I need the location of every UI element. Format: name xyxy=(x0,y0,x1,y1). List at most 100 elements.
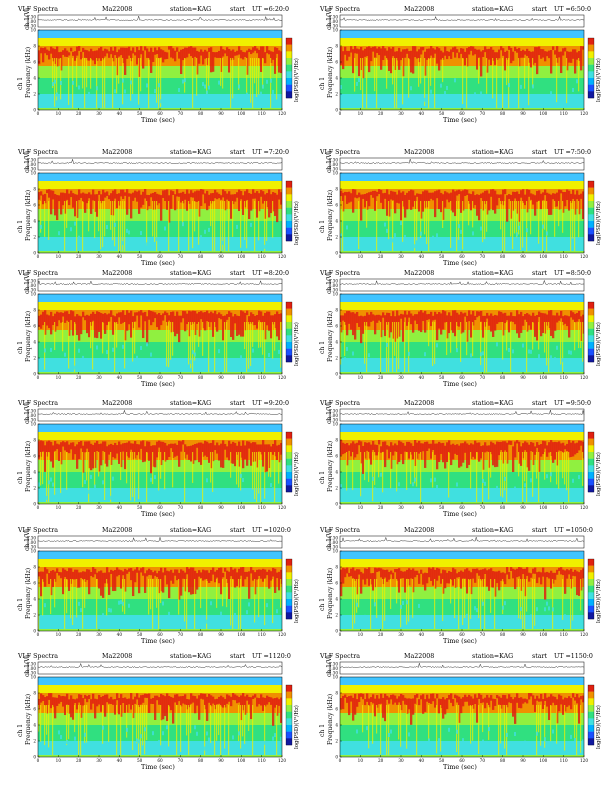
x-tick-label: 90 xyxy=(218,375,224,380)
x-tick-label: 50 xyxy=(137,111,143,116)
colorbar-segment xyxy=(588,559,594,566)
x-tick-label: 90 xyxy=(520,505,526,510)
x-tick-label: 80 xyxy=(500,758,506,763)
title-start: start xyxy=(532,400,548,407)
colorbar-segment xyxy=(588,472,594,479)
trace-tick-label: 0.00 xyxy=(27,162,37,167)
trace-tick-label: 0.30 xyxy=(329,157,339,162)
trace-tick-label: -0.30 xyxy=(327,23,338,28)
title-start: start xyxy=(532,149,548,156)
x-tick-label: 120 xyxy=(278,505,286,510)
colorbar-label: log(PSD)(V²/Hz) xyxy=(294,58,300,102)
freq-axis-channel-label: ch 1 xyxy=(17,220,24,233)
x-tick-label: 70 xyxy=(178,505,184,510)
colorbar-segment xyxy=(588,214,594,222)
title-ut: UT =8:20:0 xyxy=(252,270,290,277)
x-tick-label: 80 xyxy=(500,254,506,259)
colorbar-segment xyxy=(286,322,292,329)
freq-axis-label: Frequency (kHz) xyxy=(25,440,32,492)
y-tick-label: 8 xyxy=(335,186,338,191)
colorbar-segment xyxy=(286,342,292,349)
x-tick-label: 60 xyxy=(459,375,465,380)
title-station: station=KAG xyxy=(170,527,212,534)
time-axis-label: Time (sec) xyxy=(141,380,175,388)
x-tick-label: 90 xyxy=(218,632,224,637)
y-tick-label: 10 xyxy=(31,674,37,679)
trace-tick-label: 0.00 xyxy=(27,413,37,418)
colorbar-frame xyxy=(587,684,595,746)
spectrogram-image xyxy=(340,30,584,110)
trace-axis-label: ch 1(V) xyxy=(326,655,333,677)
colorbar-frame xyxy=(587,431,595,493)
trace-tick-label: 0.00 xyxy=(27,283,37,288)
trace-axis-label: ch 1(V) xyxy=(24,272,31,294)
colorbar-segment xyxy=(588,705,594,712)
y-tick-label: 0 xyxy=(33,107,36,112)
trace-frame xyxy=(37,14,283,28)
trace-frame xyxy=(339,535,585,549)
x-tick-label: 40 xyxy=(117,254,123,259)
colorbar-segment xyxy=(286,348,292,356)
x-tick-label: 120 xyxy=(580,505,588,510)
y-tick-label: 4 xyxy=(335,75,338,80)
colorbar-segment xyxy=(286,221,292,228)
x-tick-label: 10 xyxy=(358,505,364,510)
y-tick-label: 0 xyxy=(33,501,36,506)
title-date: Ma22008 xyxy=(102,653,133,660)
trace-line xyxy=(339,409,585,415)
trace-tick-label: 0.00 xyxy=(27,19,37,24)
colorbar-segment xyxy=(588,84,594,92)
x-tick-label: 0 xyxy=(339,758,342,763)
time-axis-label: Time (sec) xyxy=(443,380,477,388)
trace-tick-label: -0.30 xyxy=(327,544,338,549)
trace-tick-label: 0.30 xyxy=(329,408,339,413)
title-ut: UT =1020:0 xyxy=(252,527,291,534)
x-tick-label: 0 xyxy=(37,632,40,637)
x-tick-label: 60 xyxy=(157,375,163,380)
y-tick-label: 2 xyxy=(335,485,338,490)
trace-tick-label: -0.30 xyxy=(25,670,36,675)
y-tick-label: 6 xyxy=(335,580,338,585)
trace-axis-label: ch 1(V) xyxy=(326,151,333,173)
time-axis-label: Time (sec) xyxy=(141,510,175,518)
title-start: start xyxy=(230,527,246,534)
x-tick-label: 110 xyxy=(560,111,568,116)
title-start: start xyxy=(230,149,246,156)
colorbar-frame xyxy=(285,684,293,746)
title-date: Ma22008 xyxy=(102,527,133,534)
title-heading: VLF Spectra xyxy=(18,400,58,407)
colorbar-segment xyxy=(588,315,594,323)
x-tick-label: 40 xyxy=(117,505,123,510)
y-tick-label: 6 xyxy=(33,706,36,711)
title-date: Ma22008 xyxy=(102,270,133,277)
x-tick-label: 40 xyxy=(419,375,425,380)
y-tick-label: 4 xyxy=(33,339,36,344)
spectrogram-panel: VLF Spectra Ma22008 station=KAG start UT =10… xyxy=(4,527,304,655)
freq-axis-label: Frequency (kHz) xyxy=(327,440,334,492)
spectrogram-image xyxy=(340,424,584,504)
colorbar-segment xyxy=(588,58,594,65)
colorbar-label: log(PSD)(V²/Hz) xyxy=(294,705,300,749)
spectrogram-panel: VLF Spectra Ma22008 station=KAG start UT =10… xyxy=(306,527,606,655)
x-tick-label: 80 xyxy=(500,505,506,510)
colorbar-segment xyxy=(588,221,594,228)
x-tick-label: 40 xyxy=(117,111,123,116)
x-tick-label: 100 xyxy=(539,254,547,259)
time-axis-label: Time (sec) xyxy=(443,259,477,267)
y-tick-label: 0 xyxy=(335,501,338,506)
x-tick-label: 100 xyxy=(539,375,547,380)
colorbar-segment xyxy=(286,452,292,459)
trace-line xyxy=(339,279,585,285)
y-tick-label: 8 xyxy=(335,690,338,695)
freq-axis-channel-label: ch 1 xyxy=(319,341,326,354)
title-heading: VLF Spectra xyxy=(320,527,360,534)
x-tick-label: 80 xyxy=(198,254,204,259)
freq-axis-label: Frequency (kHz) xyxy=(327,46,334,98)
x-tick-label: 40 xyxy=(419,111,425,116)
x-tick-label: 40 xyxy=(117,375,123,380)
x-tick-label: 0 xyxy=(37,758,40,763)
y-tick-label: 0 xyxy=(335,628,338,633)
spectrogram-panel: VLF Spectra Ma22008 station=KAG start UT =7:… xyxy=(306,149,606,277)
